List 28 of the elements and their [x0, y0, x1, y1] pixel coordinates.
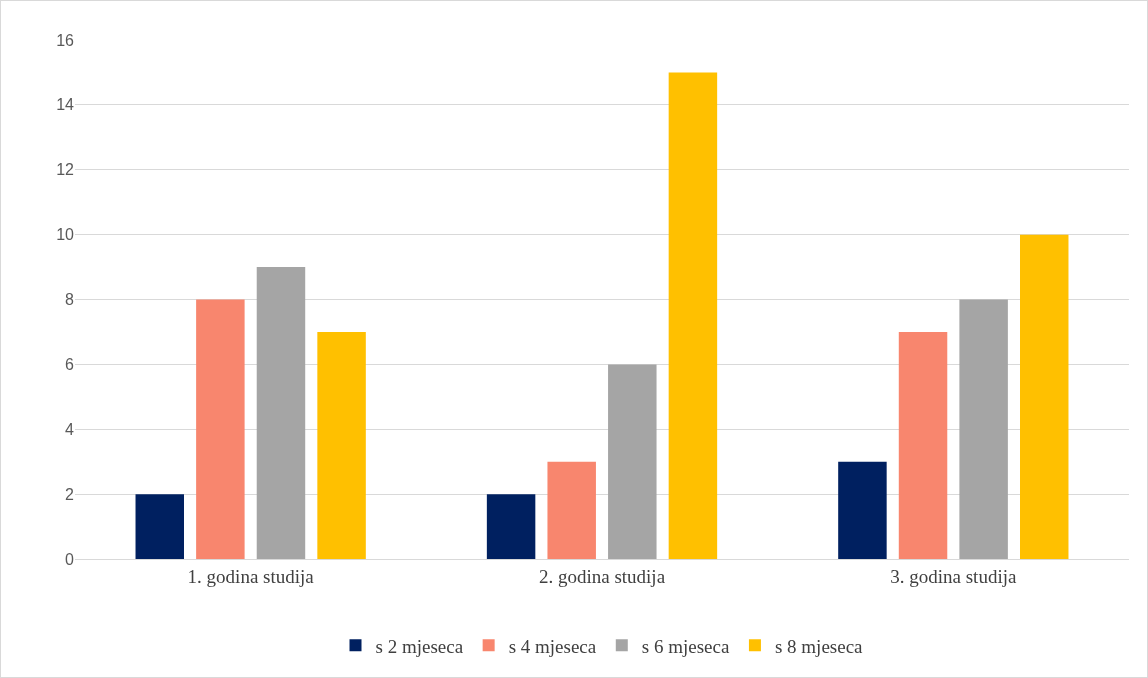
y-tick-label: 0 — [65, 550, 75, 568]
x-tick-label: 3. godina studija — [890, 565, 1017, 587]
bar — [898, 331, 948, 559]
y-tick-label: 14 — [56, 96, 75, 114]
legend-label: s 6 mjeseca — [641, 635, 730, 657]
legend-label: s 2 mjeseca — [375, 635, 464, 657]
bar — [838, 461, 887, 559]
y-tick-label: 12 — [56, 161, 75, 179]
bar — [1020, 234, 1069, 559]
bar — [135, 494, 184, 559]
bar — [486, 494, 536, 559]
bar — [317, 331, 366, 559]
bar — [608, 364, 657, 559]
bar — [959, 299, 1008, 559]
y-tick-label: 4 — [65, 420, 75, 438]
x-tick-label: 1. godina studija — [187, 565, 315, 587]
bar — [196, 299, 245, 559]
bar — [547, 461, 596, 559]
y-tick-label: 2 — [65, 485, 75, 503]
legend-label: s 8 mjeseca — [774, 635, 864, 657]
legend-label: s 4 mjeseca — [508, 635, 597, 657]
y-tick-label: 6 — [65, 355, 75, 373]
bar — [256, 267, 306, 559]
y-tick-label: 16 — [56, 31, 75, 49]
y-tick-label: 8 — [65, 291, 75, 309]
x-tick-label: 2. godina studija — [538, 565, 666, 587]
bar — [668, 72, 718, 559]
y-tick-label: 10 — [56, 226, 75, 244]
